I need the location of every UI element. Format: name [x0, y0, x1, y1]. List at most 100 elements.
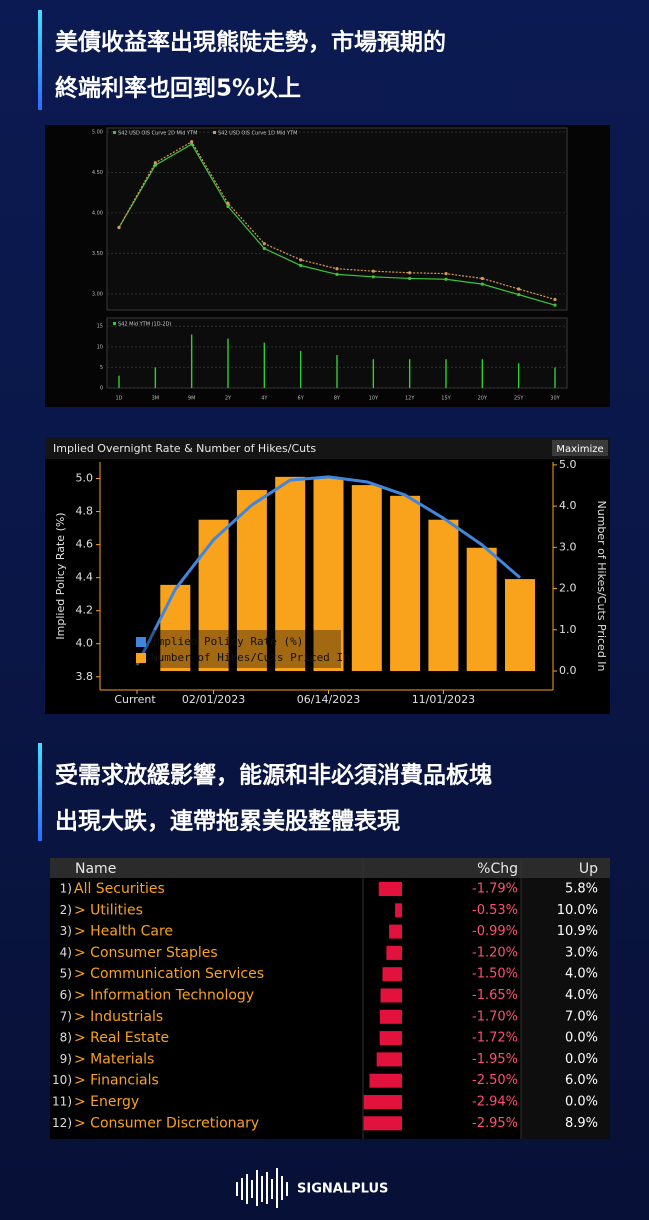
point: [335, 267, 339, 271]
x-tick-label: 6Y: [298, 396, 305, 402]
row-up: 6.0%: [565, 1073, 598, 1088]
point: [153, 163, 157, 167]
row-change: -1.70%: [472, 1009, 518, 1024]
y2-tick-label: 4.0: [559, 499, 577, 512]
bar: [160, 584, 191, 672]
row-up: 4.0%: [565, 967, 598, 982]
x-tick-label: 1D: [115, 396, 122, 402]
x-tick-label: 9M: [188, 396, 196, 402]
point: [190, 142, 194, 146]
y-tick-label: 4.6: [76, 538, 94, 551]
change-bar: [376, 1052, 402, 1067]
row-name: > Health Care: [74, 924, 173, 940]
x-tick-label: 10Y: [369, 396, 379, 402]
row-number: 4): [60, 945, 72, 959]
y2-tick-label: 2.0: [559, 582, 577, 595]
row-name: > Real Estate: [74, 1030, 169, 1046]
x-tick-label: 15Y: [441, 396, 451, 402]
y2-tick-label: 15: [97, 324, 103, 330]
row-up: 10.0%: [557, 903, 598, 918]
bar: [408, 359, 411, 388]
row-up: 0.0%: [565, 1095, 598, 1110]
y2-axis-title: Number of Hikes/Cuts Priced In: [595, 500, 608, 671]
y-tick-label: 4.2: [76, 604, 94, 617]
row-name: > Materials: [74, 1051, 154, 1067]
row-change: -1.79%: [472, 882, 518, 897]
point: [190, 140, 194, 144]
maximize-button[interactable]: [552, 440, 608, 456]
x-tick-label: 02/01/2023: [182, 693, 245, 706]
row-name: > Industrials: [74, 1009, 163, 1025]
legend-swatch: [136, 653, 146, 663]
x-tick-label: Current: [114, 693, 156, 706]
legend-swatch: [213, 131, 216, 134]
point: [153, 161, 157, 165]
row-up: 0.0%: [565, 1052, 598, 1067]
legend-box: [131, 630, 341, 668]
line: [135, 475, 521, 666]
row-name: > Consumer Discretionary: [74, 1115, 259, 1131]
row-up: 4.0%: [565, 988, 598, 1003]
headline: 美債收益率出現熊陡走勢，市場預期的: [55, 29, 446, 56]
bar: [481, 359, 484, 388]
legend-swatch: [113, 131, 116, 134]
bar: [198, 519, 229, 672]
row-number: 2): [60, 903, 72, 917]
row-up: 5.8%: [565, 882, 598, 897]
legend-label: S42 USD OIS Curve 2D Mid YTM: [118, 131, 197, 137]
headline: 受需求放緩影響，能源和非必須消費品板塊: [55, 762, 492, 789]
maximize-label: Maximize: [556, 444, 603, 455]
point: [444, 272, 448, 276]
y-tick-label: 4.00: [92, 210, 103, 216]
y2-tick-label: 5: [100, 365, 103, 371]
change-bar: [379, 1009, 402, 1024]
bar: [505, 579, 535, 672]
legend-swatch: [136, 637, 146, 647]
x-tick-label: 2Y: [225, 396, 232, 402]
point: [299, 263, 303, 268]
legend-label: S42 USD OIS Curve 1D Mid YTM: [218, 131, 297, 137]
row-change: -0.53%: [472, 903, 518, 918]
x-tick-label: 8Y: [334, 396, 341, 402]
row-change: -2.94%: [472, 1095, 518, 1110]
bar: [299, 350, 302, 388]
bar: [154, 367, 157, 388]
y-tick-label: 3.8: [76, 670, 94, 683]
bar: [263, 342, 266, 388]
point: [517, 287, 521, 291]
point: [262, 246, 266, 251]
change-bar: [378, 882, 402, 896]
y2-tick-label: 0.0: [559, 664, 577, 677]
row-name: > Information Technology: [74, 988, 254, 1004]
change-bar: [389, 924, 402, 939]
change-bar: [363, 1095, 402, 1109]
row-number: 7): [60, 1009, 72, 1023]
plot-area: [106, 127, 568, 311]
column-header: Up: [579, 861, 598, 877]
yield-curve-chart: 3.00 3.50 4.00 4.50 5.00 0 5 10 15 1D 3M 9M 2Y 4Y 6Y 8Y…: [45, 125, 610, 407]
heading-accent: [38, 743, 42, 841]
row-change: -1.20%: [472, 945, 518, 960]
point: [517, 293, 521, 297]
x-tick-label: 12Y: [405, 396, 415, 402]
row-change: -1.65%: [472, 988, 518, 1003]
row-change: -1.72%: [472, 1031, 518, 1046]
x-tick-label: 20Y: [478, 396, 488, 402]
bar: [313, 478, 344, 672]
row-number: 9): [60, 1052, 72, 1066]
bar: [236, 490, 267, 672]
bar: [190, 334, 193, 388]
row-name: > Communication Services: [74, 966, 264, 982]
y2-tick-label: 3.0: [559, 540, 577, 553]
bar: [466, 547, 497, 672]
headline: 終端利率也回到5%以上: [55, 75, 301, 102]
row-number: 6): [60, 988, 72, 1002]
row-name: > Utilities: [74, 902, 143, 918]
x-tick-label: 25Y: [514, 396, 524, 402]
y2-tick-label: 5.0: [559, 458, 577, 471]
row-number: 5): [60, 967, 72, 981]
change-bar: [363, 1116, 402, 1131]
row-name: > Energy: [74, 1094, 139, 1110]
x-tick-label: 3M: [152, 396, 160, 402]
